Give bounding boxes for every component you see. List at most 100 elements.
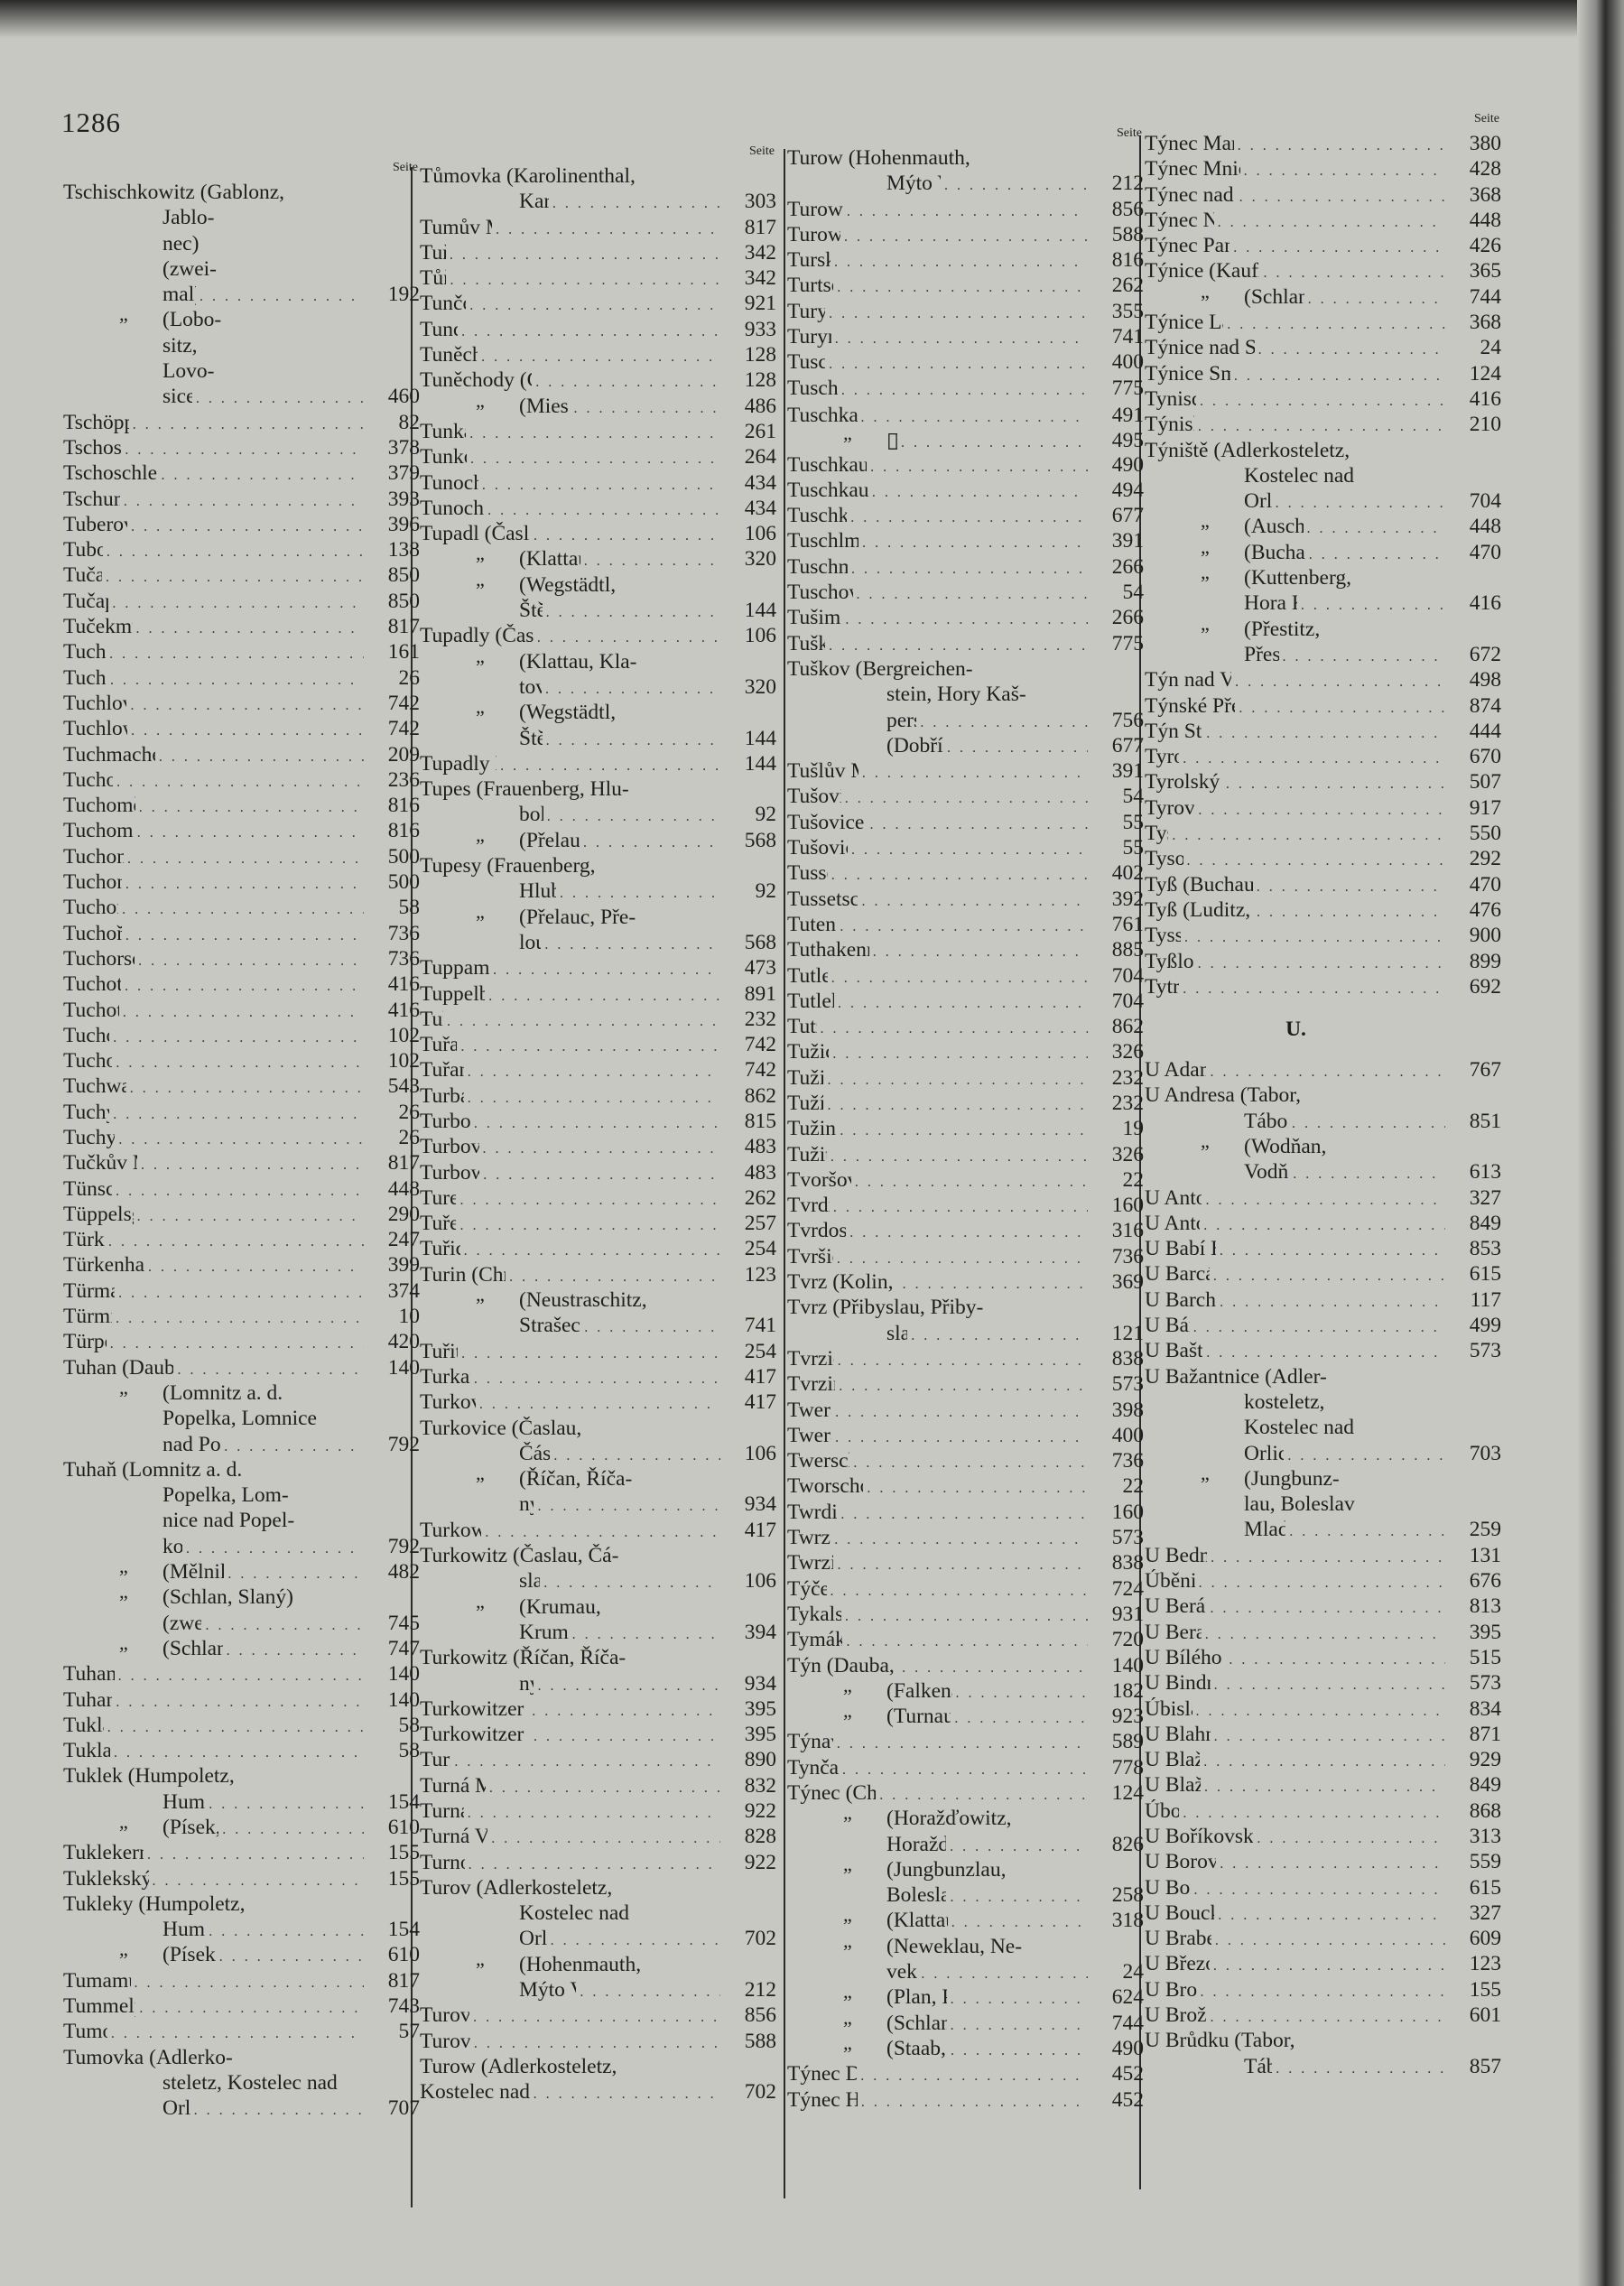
ditto-mark: „ — [476, 388, 485, 412]
index-entry: Turkowitzer Baracke . . . . . . . . . . … — [420, 1697, 776, 1723]
entry-name: Tuř — [420, 1007, 443, 1031]
entry-name: Tvrz (Přibyslau, Přiby- — [787, 1296, 984, 1320]
index-entry: Tušovičky . . . . . . . . . . . . . . . … — [787, 836, 1144, 861]
entry-name: Týn (Dauba, Dubá) . . . . — [787, 1653, 898, 1677]
dot-leader: . . . . . . . . . . . . . . . . . . . . … — [113, 1106, 364, 1122]
page-reference: 610 — [387, 1943, 420, 1967]
entry-name: Turn — [420, 1748, 450, 1772]
entry-name: Mladá) . . . — [1244, 1518, 1286, 1542]
page-reference: 745 — [387, 1611, 420, 1635]
dot-leader: . . . . . . . . . . . . . . . . . . . . … — [1210, 1064, 1445, 1081]
entry-name: Tůmovka (Karolinenthal, — [420, 164, 636, 188]
index-entry-continuation: kosteletz, — [1145, 1390, 1501, 1416]
page-reference: 704 — [1111, 963, 1144, 988]
entry-name: Tužín — [787, 1091, 824, 1115]
page-reference: 365 — [1469, 259, 1501, 283]
dot-leader: . . . . . . . . . . . . . . . . . . . . … — [950, 1838, 1088, 1854]
ditto-mark: „ — [476, 1947, 485, 1970]
index-entry-continuation: Vodňany) . . . . . . . . . . . . . . . .… — [1145, 1160, 1501, 1185]
entry-name: (Jungbunz- — [1244, 1466, 1340, 1491]
index-entry-continuation: Popelka, Lom- — [63, 1483, 420, 1509]
index-entry-continuation: Mýto Vysoké) . . . . . . . . . . . . . .… — [420, 1978, 776, 2003]
page-reference: 452 — [1111, 2087, 1144, 2112]
dot-leader: . . . . . . . . . . . . . . . . . . . . … — [209, 1796, 364, 1812]
entry-name: Turkaňk — [420, 1364, 470, 1389]
index-entry: Tuškov (Bergreichen- — [787, 657, 1144, 683]
index-entry: Tukleky (Humpoletz, — [63, 1892, 420, 1918]
index-entry-continuation: boká) . . . . . . . . . . . . . . . . . … — [420, 803, 776, 828]
index-entry: Twrzitz . . . . . . . . . . . . . . . . … — [787, 1551, 1144, 1576]
dot-leader: . . . . . . . . . . . . . . . . . . . . … — [835, 1404, 1088, 1420]
page-reference: 470 — [1469, 872, 1501, 897]
entry-name: Kostelec nad — [1244, 1416, 1355, 1440]
index-entry: Tytry . . . . . . . . . . . . . . . . . … — [1145, 975, 1501, 1000]
index-entry: Tumovka (Adlerko- — [63, 2046, 420, 2071]
entry-name: Tuschlmühle — [787, 529, 859, 553]
dot-leader: . . . . . . . . . . . . . . . . . . . . … — [833, 255, 1088, 271]
column-divider — [784, 149, 785, 2198]
dot-leader: . . . . . . . . . . . . . . . . . . . . … — [861, 766, 1088, 782]
entry-name: Tuřice — [420, 1237, 460, 1261]
dot-leader: . . . . . . . . . . . . . . . . . . . . … — [116, 1694, 364, 1710]
page-reference: 426 — [1469, 234, 1501, 258]
page-reference: 416 — [1469, 386, 1501, 411]
entry-name: U Blažka — [1145, 1748, 1201, 1772]
index-entry-continuation: „ (Lobo- — [63, 302, 420, 333]
index-entry: Turin (Chrudim) . . . . . . . . . . . . … — [420, 1263, 776, 1288]
dot-leader: . . . . . . . . . . . . . . . . . . . . … — [580, 1984, 720, 2001]
entry-name: Tuchorschitz — [63, 946, 135, 971]
dot-leader: . . . . . . . . . . . . . . . . . . . . … — [135, 621, 365, 637]
dot-leader: . . . . . . . . . . . . . . . . . . . . … — [109, 646, 364, 663]
index-entry-continuation: ny) . . . . . . . . . . . . . . . . . . … — [420, 1492, 776, 1518]
dot-leader: . . . . . . . . . . . . . . . . . . . . … — [1206, 1345, 1445, 1361]
dot-leader: . . . . . . . . . . . . . . . . . . . . … — [485, 1524, 720, 1540]
entry-name: Tyssa — [1145, 924, 1181, 948]
entry-name: Türkei — [63, 1228, 105, 1252]
page-reference: 326 — [1111, 1040, 1144, 1064]
page-reference: 815 — [744, 1109, 776, 1133]
entry-name: Turban — [420, 1083, 464, 1108]
dot-leader: . . . . . . . . . . . . . . . . . . . . … — [862, 535, 1088, 552]
dot-leader: . . . . . . . . . . . . . . . . . . . . … — [1256, 878, 1445, 895]
index-entry: Tynčany . . . . . . . . . . . . . . . . … — [787, 1756, 1144, 1781]
dot-leader: . . . . . . . . . . . . . . . . . . . . … — [836, 1736, 1088, 1752]
dot-leader: . . . . . . . . . . . . . . . . . . . . … — [550, 1933, 720, 1949]
entry-name: Tuň — [420, 240, 446, 265]
index-entry-continuation: ny) . . . . . . . . . . . . . . . . . . … — [420, 1672, 776, 1697]
page-reference: 573 — [1111, 1526, 1144, 1550]
index-entry-continuation: „ (Wodňan, — [1145, 1129, 1501, 1160]
index-entry: Tuklekský Mlýn . . . . . . . . . . . . .… — [63, 1867, 420, 1892]
dot-leader: . . . . . . . . . . . . . . . . . . . . … — [112, 595, 364, 611]
entry-name: Tupadly (Časlau, Čáslav) — [420, 624, 534, 648]
page-reference: 210 — [1469, 413, 1501, 437]
index-entry: Tučap . . . . . . . . . . . . . . . . . … — [63, 563, 420, 589]
index-entry: Tumamühle . . . . . . . . . . . . . . . … — [63, 1969, 420, 1994]
index-entry-continuation: nad Popelkou) . . . . . . . . . . . . . … — [63, 1433, 420, 1458]
index-entry-continuation: „ (Klattau, Kla- — [420, 645, 776, 675]
dot-leader: . . . . . . . . . . . . . . . . . . . . … — [853, 1455, 1088, 1472]
entry-name: Tuchotice — [63, 972, 122, 997]
dot-leader: . . . . . . . . . . . . . . . . . . . . … — [1203, 1754, 1445, 1770]
index-entry: Tuchel . . . . . . . . . . . . . . . . .… — [63, 640, 420, 665]
dot-leader: . . . . . . . . . . . . . . . . . . . . … — [829, 637, 1088, 654]
entry-name: Tvršice — [787, 1244, 833, 1268]
page-reference: 672 — [1469, 642, 1501, 666]
dot-leader: . . . . . . . . . . . . . . . . . . . . … — [139, 2001, 364, 2017]
dot-leader: . . . . . . . . . . . . . . . . . . . . … — [193, 2103, 364, 2119]
dot-leader: . . . . . . . . . . . . . . . . . . . . … — [835, 1429, 1088, 1445]
entry-name: Týnec Marianský — [1145, 132, 1234, 155]
page-reference: 817 — [744, 215, 776, 239]
dot-leader: . . . . . . . . . . . . . . . . . . . . … — [106, 544, 364, 561]
index-entry: Tupesy (Frauenberg, — [420, 854, 776, 879]
page-reference: 22 — [1122, 1167, 1145, 1192]
index-entry-continuation: (zwei- — [63, 257, 420, 283]
dot-leader: . . . . . . . . . . . . . . . . . . . . … — [493, 962, 720, 979]
entry-name: (Buchau, Bochov) — [1244, 540, 1305, 564]
page-reference: 155 — [387, 1866, 420, 1891]
index-entry: Tuněchody (Chrudim) . . . . . . . . . . … — [420, 368, 776, 394]
index-entry: Tussetschlag . . . . . . . . . . . . . .… — [787, 887, 1144, 913]
entry-name: Tumovka (Adlerko- — [63, 2045, 233, 2069]
entry-name: Tuklaty — [63, 1739, 110, 1763]
page-reference: 934 — [744, 1492, 776, 1517]
page-reference: 601 — [1469, 2003, 1501, 2028]
